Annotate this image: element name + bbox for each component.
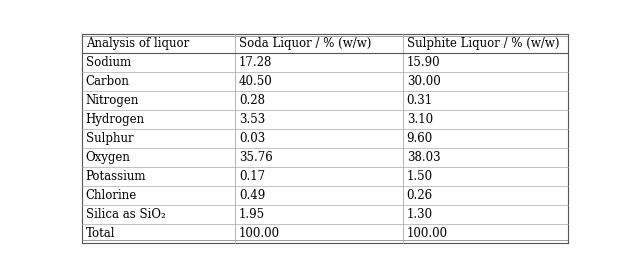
Text: 40.50: 40.50	[239, 75, 273, 88]
Text: 15.90: 15.90	[406, 56, 440, 69]
Text: 17.28: 17.28	[239, 56, 272, 69]
Text: Oxygen: Oxygen	[86, 151, 131, 164]
Text: 1.95: 1.95	[239, 208, 265, 221]
Text: 30.00: 30.00	[406, 75, 441, 88]
Text: Analysis of liquor: Analysis of liquor	[86, 37, 189, 50]
Text: 1.30: 1.30	[406, 208, 433, 221]
Text: Chlorine: Chlorine	[86, 189, 137, 202]
Text: 9.60: 9.60	[406, 132, 433, 145]
Text: 35.76: 35.76	[239, 151, 273, 164]
Text: Sulphur: Sulphur	[86, 132, 133, 145]
Text: 100.00: 100.00	[239, 227, 280, 240]
Text: Total: Total	[86, 227, 115, 240]
Text: Sodium: Sodium	[86, 56, 131, 69]
Text: Potassium: Potassium	[86, 170, 146, 183]
Text: 38.03: 38.03	[406, 151, 440, 164]
Text: 100.00: 100.00	[406, 227, 448, 240]
Text: 0.03: 0.03	[239, 132, 265, 145]
Text: 0.26: 0.26	[406, 189, 433, 202]
Text: 0.31: 0.31	[406, 94, 433, 107]
Text: 1.50: 1.50	[406, 170, 433, 183]
Text: Carbon: Carbon	[86, 75, 129, 88]
Text: 0.17: 0.17	[239, 170, 265, 183]
Text: Silica as SiO₂: Silica as SiO₂	[86, 208, 165, 221]
Text: Hydrogen: Hydrogen	[86, 113, 145, 126]
Text: 0.28: 0.28	[239, 94, 265, 107]
Text: 0.49: 0.49	[239, 189, 265, 202]
Text: Nitrogen: Nitrogen	[86, 94, 139, 107]
Text: 3.10: 3.10	[406, 113, 433, 126]
Text: Soda Liquor / % (w/w): Soda Liquor / % (w/w)	[239, 37, 372, 50]
Text: Sulphite Liquor / % (w/w): Sulphite Liquor / % (w/w)	[406, 37, 559, 50]
Text: 3.53: 3.53	[239, 113, 265, 126]
